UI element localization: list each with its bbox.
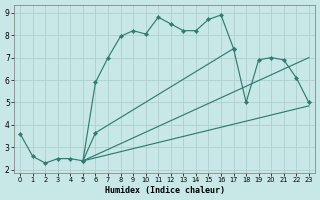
X-axis label: Humidex (Indice chaleur): Humidex (Indice chaleur) (105, 186, 225, 195)
